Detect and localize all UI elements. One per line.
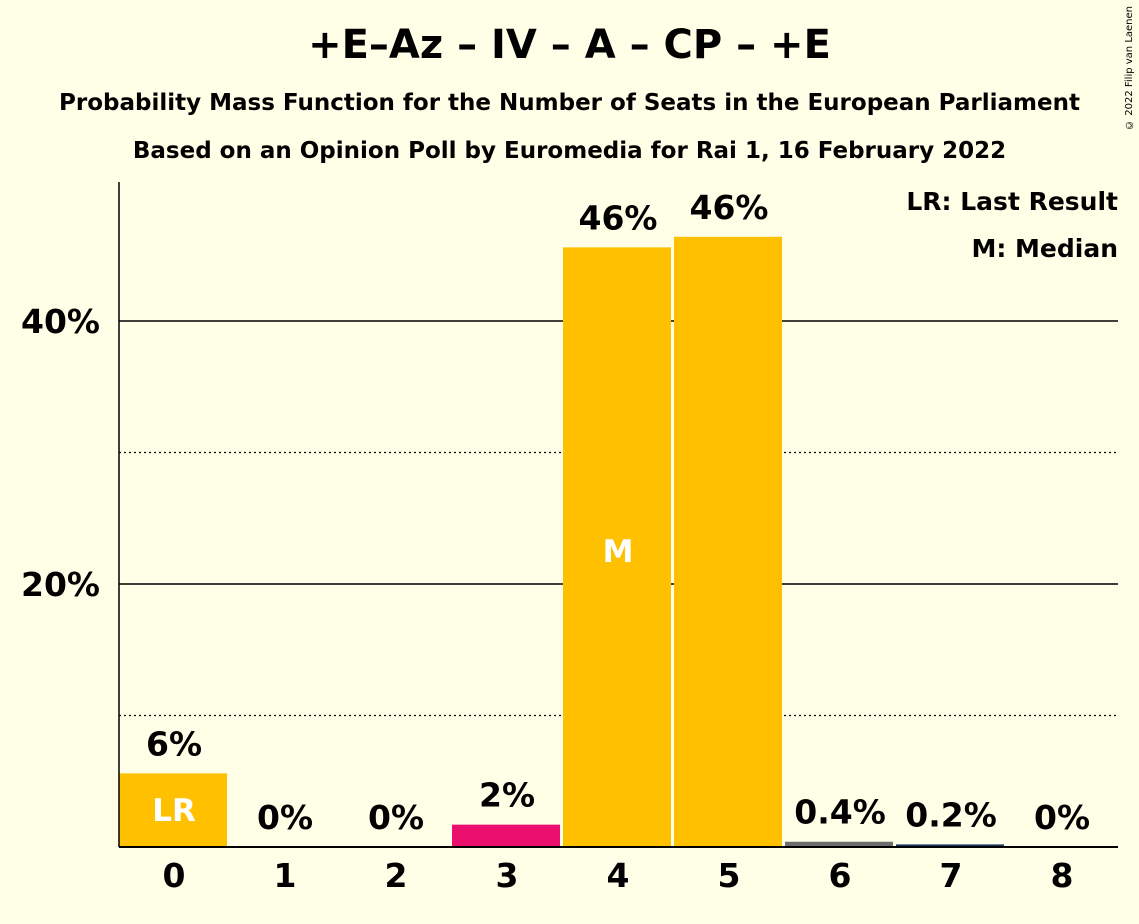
x-tick-label-8: 8 [1051,856,1074,895]
x-tick-label-7: 7 [940,856,963,895]
value-label-6: 0.4% [794,793,886,832]
bar-6 [785,841,893,847]
value-label-7: 0.2% [905,795,997,834]
value-label-2: 0% [368,798,424,837]
value-label-3: 2% [479,776,535,815]
y-tick-label-20: 20% [21,565,100,604]
inner-label-M: M [603,534,634,570]
y-tick-label-40: 40% [21,302,100,341]
bars [119,236,1004,848]
legend-median: M: Median [971,234,1118,263]
bar-3 [452,824,560,847]
chart-source-line: Based on an Opinion Poll by Euromedia fo… [132,138,1007,164]
bar-4 [563,247,671,848]
value-label-5: 46% [690,188,769,227]
labels: 20%40%06%LR10%20%32%446%M546%60.4%70.2%8… [21,188,1090,895]
x-tick-label-0: 0 [163,856,186,895]
chart-subtitle: Probability Mass Function for the Number… [59,90,1080,116]
value-label-4: 46% [579,198,658,237]
legend-last-result: LR: Last Result [906,187,1118,216]
x-tick-label-6: 6 [829,856,852,895]
value-label-1: 0% [257,798,313,837]
bar-5 [674,236,782,848]
chart-title: +E–Az – IV – A – CP – +E [308,22,831,68]
value-label-0: 6% [146,724,202,763]
x-tick-label-5: 5 [718,856,741,895]
value-label-8: 0% [1034,798,1090,837]
x-tick-label-3: 3 [496,856,519,895]
inner-label-LR: LR [152,793,196,829]
axes [118,182,1118,848]
x-tick-label-4: 4 [607,856,630,895]
x-tick-label-2: 2 [385,856,408,895]
bar-7 [896,844,1004,847]
x-tick-label-1: 1 [274,856,297,895]
bar-0 [119,773,227,847]
